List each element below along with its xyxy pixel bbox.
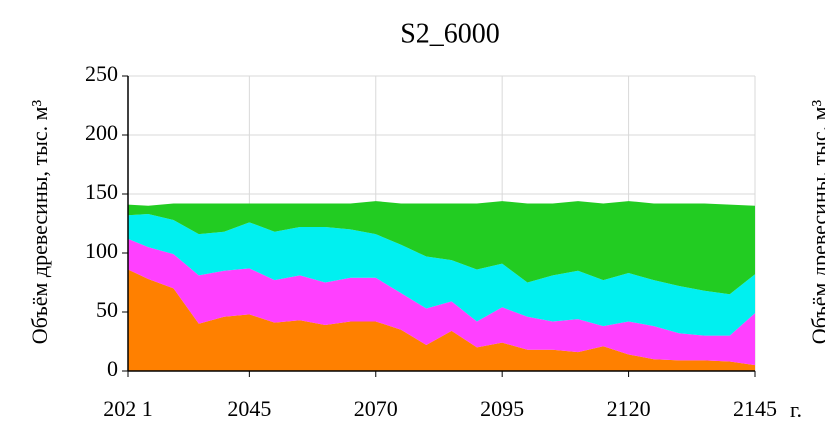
y-tick-label: 50 [96, 297, 118, 322]
y-tick-label: 0 [107, 356, 118, 381]
x-tick-label: 2070 [354, 396, 398, 421]
area [128, 269, 755, 371]
x-tick-label: 202 1 [103, 396, 153, 421]
x-unit: г. [790, 397, 802, 422]
x-tick-label: 2045 [227, 396, 271, 421]
y-tick-label: 100 [85, 238, 118, 263]
chart-title: S2_6000 [400, 18, 500, 49]
y-tick-label: 200 [85, 120, 118, 145]
area [128, 201, 755, 295]
y-axis-label: Объём древесины, тыс. м³ [27, 99, 52, 344]
area [128, 238, 755, 366]
y-tick-label: 150 [85, 179, 118, 204]
x-tick-label: 2145 [733, 396, 777, 421]
side-label: Объём древесины, тыс. м³ [807, 99, 825, 344]
x-tick-label: 2120 [607, 396, 651, 421]
y-tick-label: 250 [85, 61, 118, 86]
x-tick-label: 2095 [480, 396, 524, 421]
area [128, 214, 755, 336]
